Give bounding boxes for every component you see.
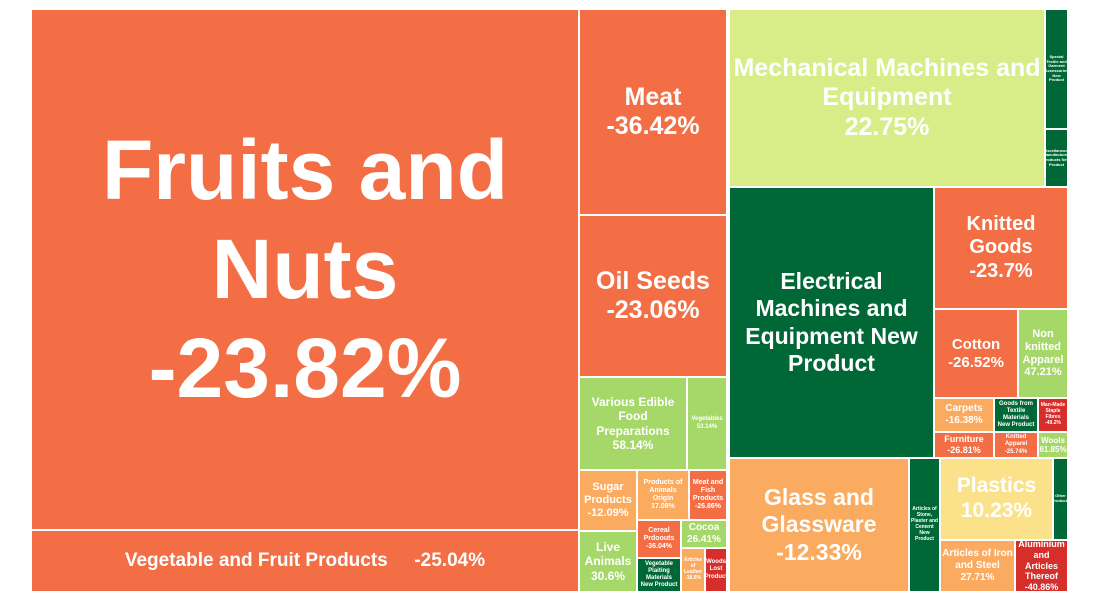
tile-value: 27.71% [960,571,995,583]
tile-mechanical-machines-and-equipment[interactable]: Mechanical Machines and Equipment 22.75% [729,9,1045,187]
tile-value: 10.23% [960,499,1033,522]
tile-cotton[interactable]: Cotton -26.52% [934,309,1018,398]
tile-label: Articles of Iron and Steel [942,548,1013,572]
tile-label: Cereal Prdoouts [643,526,675,542]
tile-articles-of-iron-and-steel[interactable]: Articles of Iron and Steel 27.71% [940,540,1015,592]
tile-value: -23.06% [606,296,700,324]
tile-sugar-products[interactable]: Sugar Products -12.09% [579,470,637,531]
tile-man-made-staple-fibres[interactable]: Man-Made Staple Fibres -49.2% [1038,398,1068,432]
tile-aluminium-and-articles-thereof[interactable]: Aluminium and Articles Thereof -40.86% [1015,540,1068,592]
tile-label: Man-Made Staple Fibres [1040,402,1066,420]
tile-articles-of-leather[interactable]: Articles of Leather -18.6% [681,548,705,592]
tile-value: -18.6% [685,574,701,581]
tile-value: 26.41% [687,534,721,545]
tile-value: 22.75% [844,112,930,141]
tile-cocoa[interactable]: Cocoa 26.41% [681,520,727,548]
tile-label: Products of Animals Origin [643,478,683,503]
tile-fruits-and-nuts[interactable]: Fruits and Nuts -23.82% [31,9,579,530]
tile-label: Aluminium and Articles Thereof [1018,540,1065,582]
tile-value: 47.21% [1024,366,1062,379]
tile-label: Live Animals [584,540,632,569]
tile-label: Various Edible Food Preparations [591,395,675,438]
tile-label: Vegetable and Fruit Products [124,549,388,571]
tile-value: -12.09% [587,506,629,519]
tile-label: Other Products [1054,493,1067,503]
tile-value: -25.04% [414,549,486,571]
tile-cereal-prdoouts[interactable]: Cereal Prdoouts -36.04% [637,520,681,558]
tile-value: -36.42% [606,112,700,140]
tile-non-knitted-apparel[interactable]: Non knitted Apparel 47.21% [1018,309,1068,398]
tile-label: Wools [1041,435,1065,445]
tile-carpets[interactable]: Carpets -16.38% [934,398,994,432]
tile-value: 61.85% [1039,445,1067,454]
tile-label: Cocoa [688,522,720,534]
tile-value: 30.6% [590,568,626,583]
tile-knitted-apparel[interactable]: Knitted Apparel -25.74% [994,432,1038,458]
tile-goods-from-textile-materials-new-product[interactable]: Goods from Textile Materials New Product [994,398,1038,432]
tile-value: 17.08% [651,503,675,511]
tile-label: Vegetable Plaiting Materials New Product [640,560,678,589]
tile-value: -16.38% [945,415,983,426]
tile-electrical-machines-and-equipment-new-product[interactable]: Electrical Machines and Equipment New Pr… [729,187,934,458]
tile-label: Oil Seeds [596,266,710,295]
tile-articles-of-stone-plaster-and-cement-new-product[interactable]: Articles of Stone, Plaster and Cement Ne… [909,458,940,592]
tile-value: -25.74% [1004,448,1028,455]
tile-meat-and-fish-products[interactable]: Meat and Fish Products -26.86% [689,470,727,520]
tile-oil-seeds[interactable]: Oil Seeds -23.06% [579,215,727,377]
tile-label: Carpets [945,403,983,415]
tile-label: Woods Lost Product [705,559,727,580]
tile-value: -23.7% [969,259,1033,282]
tile-woods-lost-product[interactable]: Woods Lost Product [705,548,727,592]
tile-value: 58.14% [612,437,654,452]
tile-value: -49.2% [1045,419,1061,426]
tile-vegetable-and-fruit-products[interactable]: Vegetable and Fruit Products -25.04% [31,530,579,592]
tile-other-products[interactable]: Other Products [1053,458,1068,540]
tile-label: Meat [624,82,682,111]
tile-label: Vegetables [691,416,723,423]
tile-label: Cotton [951,335,1001,353]
tile-value: -36.04% [645,543,673,551]
tile-meat[interactable]: Meat -36.42% [579,9,727,215]
tile-value: -23.82% [148,321,462,416]
tile-wools[interactable]: Wools 61.85% [1038,432,1068,458]
tile-plastics[interactable]: Plastics 10.23% [940,458,1053,540]
tile-vegetables[interactable]: Vegetables 53.14% [687,377,727,470]
tile-label: Meat and Fish Products [692,478,724,503]
tile-label: Knitted Apparel [1004,434,1028,448]
tile-label: Fruits and Nuts [101,122,508,316]
tile-glass-and-glassware[interactable]: Glass and Glassware -12.33% [729,458,909,592]
tile-label: Non knitted Apparel [1022,327,1064,366]
tile-knitted-goods[interactable]: Knitted Goods -23.7% [934,187,1068,309]
tile-label: Plastics [956,474,1037,498]
tile-label: Articles of Leather [683,557,703,575]
tile-label: Glass and Glassware [761,484,877,538]
tile-value: -40.86% [1024,581,1059,592]
tile-label: Goods from Textile Materials New Product [997,400,1035,429]
tile-value: -26.81% [947,445,981,455]
tile-furniture[interactable]: Furniture -26.81% [934,432,994,458]
tile-products-of-animals-origin[interactable]: Products of Animals Origin 17.08% [637,470,689,520]
tile-label: Furniture [944,434,984,445]
tile-value: -26.52% [948,353,1004,371]
tile-value: 53.14% [696,423,718,430]
tile-vegetable-plaiting-materials-new-product[interactable]: Vegetable Plaiting Materials New Product [637,558,681,592]
tile-various-edible-food-preparations[interactable]: Various Edible Food Preparations 58.14% [579,377,687,470]
tile-live-animals[interactable]: Live Animals 30.6% [579,531,637,592]
tile-label: Sugar Products [584,481,632,507]
tile-label: Knitted Goods [966,212,1036,259]
tile-label: Mechanical Machines and Equipment [733,53,1041,112]
tile-label: Miscellaneous Manufactured Products New … [1045,147,1068,167]
tile-label: Articles of Stone, Plaster and Cement Ne… [911,506,938,542]
tile-miscellaneous-manufactured-products-new-product[interactable]: Miscellaneous Manufactured Products New … [1045,129,1068,187]
tile-special-textile-and-garment-accessories-new-product[interactable]: Special Textile and Garment Accessories … [1045,9,1068,129]
tile-value: -26.86% [694,503,722,511]
tile-value: -12.33% [776,538,862,565]
tile-label: Electrical Machines and Equipment New Pr… [745,268,918,376]
tile-label: Special Textile and Garment Accessories … [1045,53,1068,83]
